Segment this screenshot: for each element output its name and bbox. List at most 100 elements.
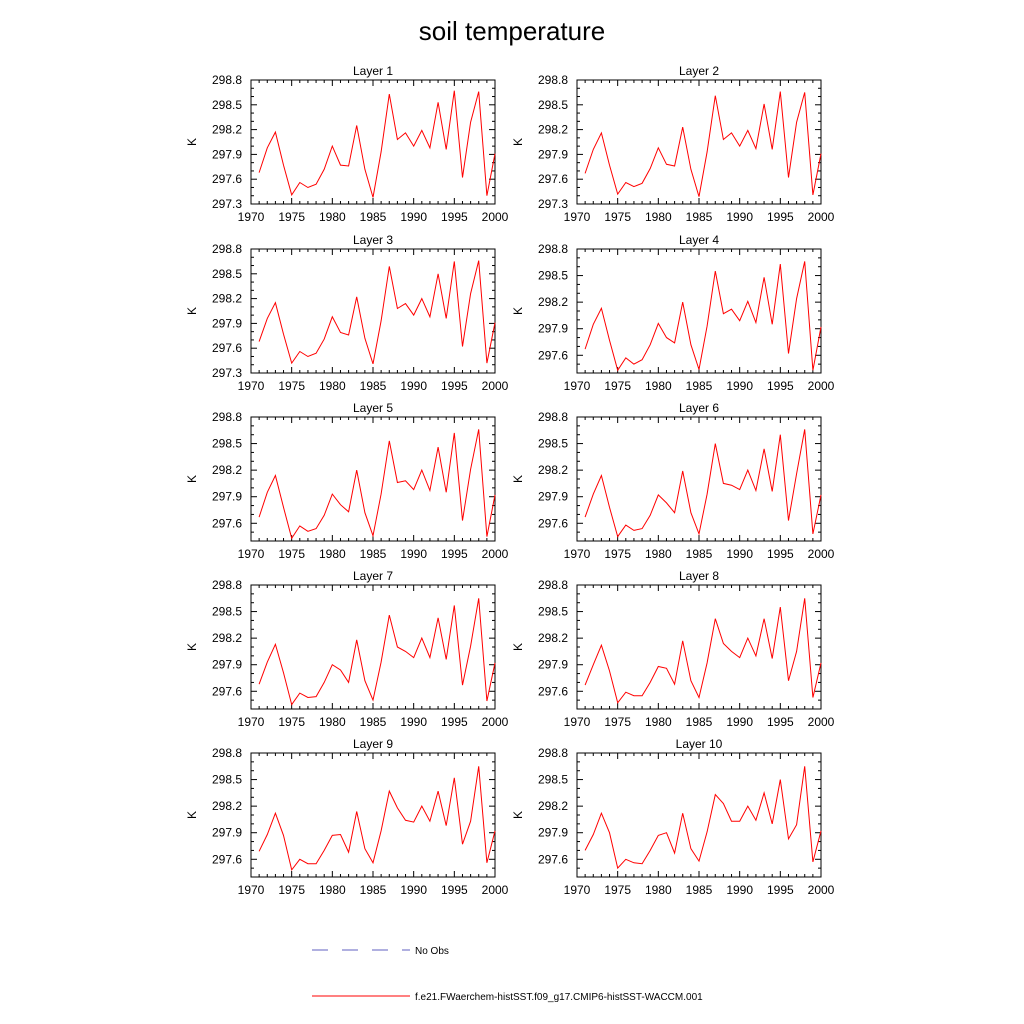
- x-tick-label: 1990: [726, 379, 753, 393]
- x-tick-label: 2000: [808, 547, 835, 561]
- y-tick-label: 298.8: [538, 242, 568, 256]
- x-tick-label: 1985: [360, 715, 387, 729]
- x-tick-label: 1985: [686, 715, 713, 729]
- y-tick-label: 297.9: [212, 658, 242, 672]
- x-tick-label: 2000: [482, 715, 509, 729]
- y-tick-label: 298.2: [538, 799, 568, 813]
- y-tick-label: 297.6: [538, 684, 568, 698]
- x-tick-label: 1990: [400, 210, 427, 224]
- series-line: [258, 260, 496, 365]
- y-tick-label: 298.5: [538, 437, 568, 451]
- x-tick-label: 1975: [278, 883, 305, 897]
- y-tick-label: 298.2: [538, 631, 568, 645]
- plot-frame: [250, 248, 496, 374]
- panel-layer-4: Layer 4 K 1970 1975 1980 1985 1990 1995 2000 297.…: [511, 233, 835, 393]
- x-tick-label: 1990: [726, 715, 753, 729]
- x-tick-label: 1970: [238, 547, 265, 561]
- x-tick-label: 2000: [808, 883, 835, 897]
- x-tick-label: 1990: [400, 715, 427, 729]
- y-tick-label: 297.9: [538, 826, 568, 840]
- y-tick-label: 297.6: [212, 516, 242, 530]
- panel-layer-3: Layer 3 K 1970 1975 1980 1985 1990 1995 2000 297.…: [185, 233, 509, 393]
- panel-layer-10: Layer 10 K 1970 1975 1980 1985 1990 1995 2000 297…: [511, 737, 835, 897]
- x-tick-label: 1980: [645, 715, 672, 729]
- x-tick-label: 2000: [482, 210, 509, 224]
- x-tick-label: 1970: [238, 883, 265, 897]
- y-tick-label: 297.6: [212, 341, 242, 355]
- y-tick-label: 298.8: [212, 746, 242, 760]
- x-tick-label: 1985: [686, 210, 713, 224]
- series-line: [584, 766, 822, 870]
- x-tick-label: 1990: [400, 883, 427, 897]
- panel-title: Layer 7: [353, 569, 393, 583]
- x-tick-label: 1985: [360, 379, 387, 393]
- panel-title: Layer 10: [676, 737, 723, 751]
- x-tick-label: 1975: [604, 715, 631, 729]
- y-tick-label: 297.6: [212, 684, 242, 698]
- plot-frame: [576, 752, 822, 878]
- panel-title: Layer 6: [679, 401, 719, 415]
- x-tick-label: 1970: [238, 210, 265, 224]
- y-tick-label: 298.2: [212, 123, 242, 137]
- y-axis-label: K: [185, 811, 199, 819]
- y-tick-label: 297.6: [212, 852, 242, 866]
- panel-title: Layer 3: [353, 233, 393, 247]
- x-tick-label: 1995: [767, 715, 794, 729]
- y-tick-label: 298.5: [538, 98, 568, 112]
- plot-frame: [250, 79, 496, 205]
- x-tick-label: 1985: [360, 883, 387, 897]
- no-obs-legend-label: No Obs: [415, 946, 449, 957]
- y-tick-label: 298.2: [538, 295, 568, 309]
- panel-title: Layer 1: [353, 64, 393, 78]
- x-tick-label: 1985: [686, 547, 713, 561]
- x-tick-label: 1995: [441, 547, 468, 561]
- y-tick-label: 298.8: [538, 73, 568, 87]
- panel-title: Layer 4: [679, 233, 719, 247]
- y-tick-label: 298.2: [212, 463, 242, 477]
- panel-grid: Layer 1 K 1970 1975 1980 1985 1990 1995 2000 297.…: [185, 64, 835, 897]
- y-tick-label: 297.9: [538, 322, 568, 336]
- x-tick-label: 1970: [564, 210, 591, 224]
- y-tick-label: 298.8: [538, 578, 568, 592]
- y-tick-label: 298.5: [538, 269, 568, 283]
- y-tick-label: 298.5: [538, 605, 568, 619]
- x-tick-label: 1985: [686, 379, 713, 393]
- x-tick-label: 1980: [319, 379, 346, 393]
- y-tick-label: 298.5: [212, 773, 242, 787]
- x-tick-label: 1975: [278, 547, 305, 561]
- x-tick-label: 1980: [645, 547, 672, 561]
- y-tick-label: 297.6: [212, 172, 242, 186]
- panel-layer-8: Layer 8 K 1970 1975 1980 1985 1990 1995 2000 297.…: [511, 569, 835, 729]
- x-tick-label: 1970: [238, 715, 265, 729]
- x-tick-label: 1980: [645, 883, 672, 897]
- y-tick-label: 298.8: [212, 73, 242, 87]
- panel-layer-9: Layer 9 K 1970 1975 1980 1985 1990 1995 2000 297.…: [185, 737, 509, 897]
- x-tick-label: 1970: [564, 883, 591, 897]
- x-tick-label: 1985: [360, 547, 387, 561]
- x-tick-label: 2000: [808, 379, 835, 393]
- y-tick-label: 297.6: [538, 348, 568, 362]
- panel-layer-7: Layer 7 K 1970 1975 1980 1985 1990 1995 2000 297.…: [185, 569, 509, 729]
- x-tick-label: 1985: [686, 883, 713, 897]
- x-tick-label: 1995: [441, 210, 468, 224]
- x-tick-label: 2000: [482, 883, 509, 897]
- x-tick-label: 2000: [482, 379, 509, 393]
- series-line: [584, 261, 822, 372]
- y-axis-label: K: [511, 811, 525, 819]
- y-tick-label: 297.3: [212, 366, 242, 380]
- y-tick-label: 298.8: [212, 578, 242, 592]
- x-tick-label: 1995: [767, 883, 794, 897]
- y-tick-label: 298.8: [212, 242, 242, 256]
- plot-frame: [576, 79, 822, 205]
- figure-title: soil temperature: [419, 16, 605, 46]
- x-tick-label: 1975: [278, 715, 305, 729]
- x-tick-label: 1975: [604, 883, 631, 897]
- x-tick-label: 1995: [767, 547, 794, 561]
- x-tick-label: 1995: [767, 210, 794, 224]
- panel-title: Layer 2: [679, 64, 719, 78]
- x-tick-label: 1990: [400, 547, 427, 561]
- panel-layer-2: Layer 2 K 1970 1975 1980 1985 1990 1995 2000 297.…: [511, 64, 835, 224]
- y-tick-label: 297.9: [212, 316, 242, 330]
- y-tick-label: 297.6: [538, 852, 568, 866]
